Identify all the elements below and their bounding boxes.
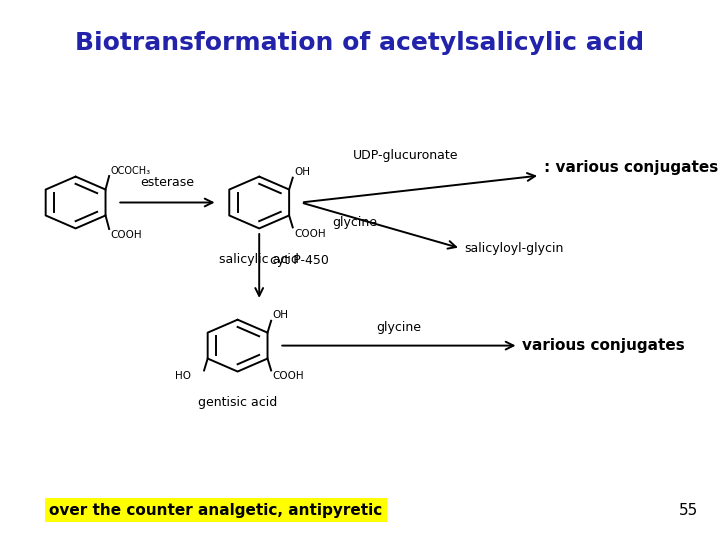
Text: glycine: glycine xyxy=(333,216,377,229)
Text: OH: OH xyxy=(294,167,310,177)
Text: Biotransformation of acetylsalicylic acid: Biotransformation of acetylsalicylic aci… xyxy=(76,31,644,55)
Text: : various conjugates: : various conjugates xyxy=(544,160,718,175)
Text: COOH: COOH xyxy=(273,372,304,381)
Text: esterase: esterase xyxy=(140,176,194,189)
Text: OCOCH₃: OCOCH₃ xyxy=(111,166,150,176)
Text: various conjugates: various conjugates xyxy=(522,338,685,353)
Text: salicylic acid: salicylic acid xyxy=(220,253,299,266)
Text: COOH: COOH xyxy=(111,231,142,240)
Text: over the counter analgetic, antipyretic: over the counter analgetic, antipyretic xyxy=(50,503,382,518)
Text: OH: OH xyxy=(273,310,289,320)
Text: glycine: glycine xyxy=(377,321,421,334)
Text: salicyloyl-glycin: salicyloyl-glycin xyxy=(464,242,564,255)
Text: 55: 55 xyxy=(679,503,698,518)
Text: cyt P-450: cyt P-450 xyxy=(270,254,329,267)
Text: HO: HO xyxy=(175,372,192,381)
Text: gentisic acid: gentisic acid xyxy=(198,396,277,409)
Text: COOH: COOH xyxy=(294,229,325,239)
Text: UDP-glucuronate: UDP-glucuronate xyxy=(354,149,459,162)
